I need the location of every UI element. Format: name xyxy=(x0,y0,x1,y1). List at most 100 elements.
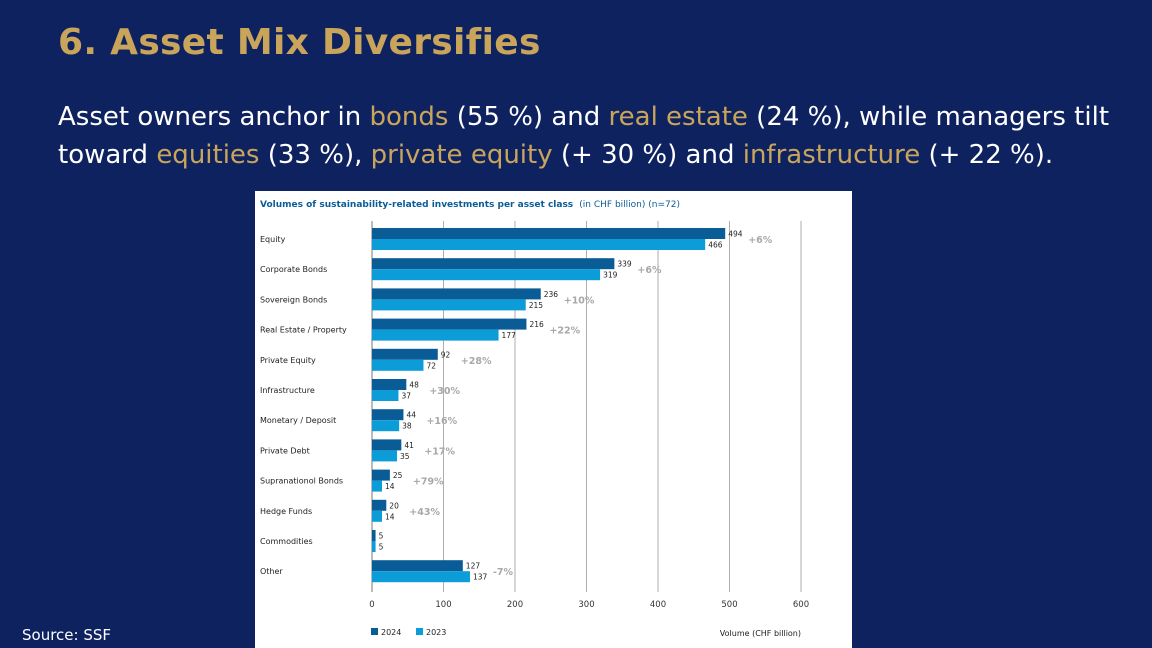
bar-2024 xyxy=(372,318,527,330)
bar-2024 xyxy=(372,530,376,541)
data-label-2024: 216 xyxy=(529,320,544,329)
bar-2023 xyxy=(372,450,398,462)
chart-title-suffix: (in CHF billion) (n=72) xyxy=(579,200,680,210)
data-label-2024: 494 xyxy=(728,230,743,239)
bar-2023 xyxy=(372,239,706,250)
category-label: Private Debt xyxy=(260,446,310,455)
subtitle-text: (24 %), while managers tilt toward xyxy=(58,102,1110,170)
bar-2023 xyxy=(372,299,526,311)
data-label-2023: 38 xyxy=(402,422,412,431)
grid-lines xyxy=(371,221,802,592)
bar-2024 xyxy=(372,499,387,511)
data-label-2023: 137 xyxy=(473,573,488,582)
legend-label-2023: 2023 xyxy=(426,628,446,637)
change-label: +43% xyxy=(409,507,440,518)
chart-title-main: Volumes of sustainability-related invest… xyxy=(260,200,573,210)
data-label-2023: 72 xyxy=(426,361,436,370)
category-label: Other xyxy=(260,567,283,576)
data-label-2024: 339 xyxy=(617,260,632,269)
bar-2024 xyxy=(372,348,438,360)
change-label: +30% xyxy=(429,386,460,397)
bar-2024 xyxy=(372,379,407,390)
legend-swatch-2023 xyxy=(416,628,423,635)
data-label-2023: 177 xyxy=(502,331,517,340)
category-label: Sovereign Bonds xyxy=(260,295,327,304)
legend: 2024 2023 xyxy=(371,628,446,637)
bar-chart: Volumes of sustainability-related invest… xyxy=(260,200,809,639)
change-label: +79% xyxy=(413,477,444,488)
bar-2023 xyxy=(372,541,376,552)
change-label: +22% xyxy=(549,326,580,337)
bar-2023 xyxy=(372,390,399,401)
data-label-2024: 41 xyxy=(404,441,414,450)
bar-2024 xyxy=(372,469,390,481)
labels: 0 100 200 300 400 500 600 Equity 494 466 +6% Corpor… xyxy=(260,230,809,639)
bar-2023 xyxy=(372,480,383,492)
category-label: Commodities xyxy=(260,537,313,546)
change-label: +10% xyxy=(564,295,595,306)
bar-2023 xyxy=(372,571,470,583)
data-label-2023: 37 xyxy=(401,392,411,401)
change-label: +16% xyxy=(426,416,457,427)
category-label: Real Estate / Property xyxy=(260,326,347,335)
change-label: -7% xyxy=(493,567,514,578)
x-tick-label: 0 xyxy=(369,600,374,610)
x-tick-label: 300 xyxy=(578,600,594,610)
category-label: Infrastructure xyxy=(260,386,315,395)
bar-2023 xyxy=(372,420,400,432)
source-note: Source: SSF xyxy=(22,626,112,644)
data-label-2024: 20 xyxy=(389,501,399,510)
category-label: Monetary / Deposit xyxy=(260,416,336,425)
bar-2023 xyxy=(372,359,424,371)
subtitle-highlight: bonds xyxy=(369,102,449,132)
subtitle-highlight: real estate xyxy=(608,102,748,132)
chart-title: Volumes of sustainability-related invest… xyxy=(260,200,680,210)
subtitle-text: (+ 30 %) and xyxy=(552,140,743,170)
bar-2024 xyxy=(372,258,615,270)
category-label: Supranationol Bonds xyxy=(260,477,343,486)
x-axis-label: Volume (CHF billion) xyxy=(720,629,801,638)
data-label-2024: 25 xyxy=(393,471,403,480)
bar-2024 xyxy=(372,560,463,572)
x-tick-label: 600 xyxy=(793,600,809,610)
x-tick-label: 400 xyxy=(650,600,666,610)
bar-2024 xyxy=(372,288,541,300)
bar-chart-card: Volumes of sustainability-related invest… xyxy=(255,191,852,648)
category-label: Corporate Bonds xyxy=(260,265,327,274)
data-label-2023: 319 xyxy=(603,271,618,280)
x-tick-label: 500 xyxy=(721,600,737,610)
data-label-2023: 466 xyxy=(708,241,723,250)
data-label-2024: 44 xyxy=(406,411,416,420)
bars xyxy=(372,228,726,583)
bar-2024 xyxy=(372,439,402,451)
data-label-2023: 5 xyxy=(379,543,384,552)
data-label-2023: 215 xyxy=(529,301,544,310)
data-label-2024: 127 xyxy=(466,562,481,571)
bar-2023 xyxy=(372,329,499,341)
slide-subtitle: Asset owners anchor in bonds (55 %) and … xyxy=(58,98,1138,174)
data-label-2023: 35 xyxy=(400,452,410,461)
category-label: Hedge Funds xyxy=(260,507,312,516)
change-label: +6% xyxy=(637,265,662,276)
data-label-2023: 14 xyxy=(385,482,395,491)
category-label: Equity xyxy=(260,235,286,244)
data-label-2024: 92 xyxy=(441,350,451,359)
subtitle-text: (55 %) and xyxy=(448,102,609,132)
change-label: +17% xyxy=(424,446,455,457)
bar-2024 xyxy=(372,409,404,421)
legend-swatch-2024 xyxy=(371,628,378,635)
data-label-2023: 14 xyxy=(385,512,395,521)
subtitle-text: (+ 22 %). xyxy=(920,140,1054,170)
x-tick-label: 100 xyxy=(435,600,451,610)
legend-label-2024: 2024 xyxy=(381,628,401,637)
data-label-2024: 5 xyxy=(379,532,384,541)
subtitle-text: Asset owners anchor in xyxy=(58,102,370,132)
subtitle-highlight: private equity xyxy=(370,140,553,170)
category-label: Private Equity xyxy=(260,356,316,365)
data-label-2024: 236 xyxy=(544,290,559,299)
bar-2023 xyxy=(372,510,383,522)
bar-2023 xyxy=(372,269,601,281)
subtitle-text: (33 %), xyxy=(259,140,371,170)
change-label: +6% xyxy=(748,235,773,246)
bar-2024 xyxy=(372,228,726,239)
